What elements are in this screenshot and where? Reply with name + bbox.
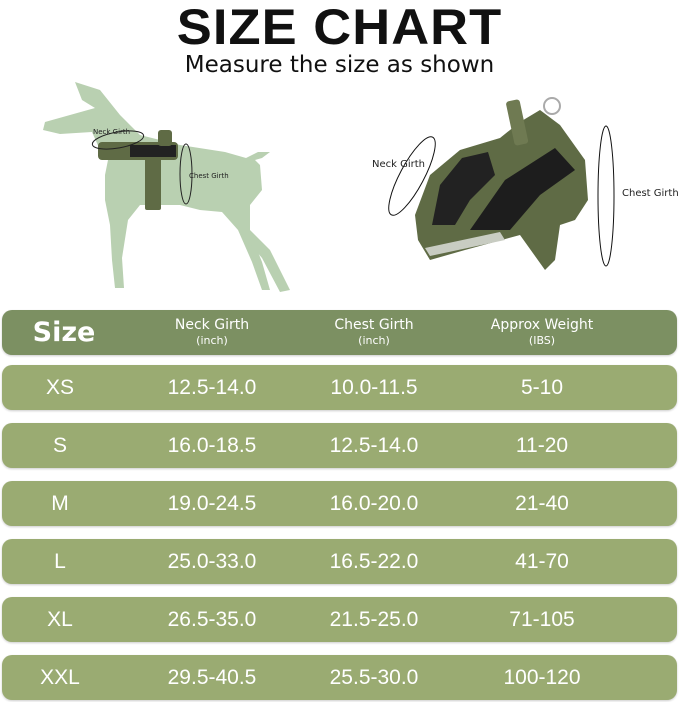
cell-size: S <box>52 433 68 457</box>
cell-size: XS <box>45 375 75 399</box>
size-row-xs: XS 12.5-14.0 10.0-11.5 5-10 <box>2 365 677 410</box>
dog-silhouette <box>43 82 290 292</box>
header-unit: (inch) <box>358 333 390 347</box>
page-title: SIZE CHART <box>176 0 503 55</box>
cell-approx-weight: 21-40 <box>515 491 569 515</box>
size-table-header: Size Neck Girth (inch) Chest Girth (inch) … <box>2 310 677 355</box>
header-unit: (inch) <box>196 333 228 347</box>
cell-size: L <box>54 549 66 573</box>
cell-size: XXL <box>40 665 80 689</box>
size-row-m: M 19.0-24.5 16.0-20.0 21-40 <box>2 481 677 526</box>
size-row-xxl: XXL 29.5-40.5 25.5-30.0 100-120 <box>2 655 677 700</box>
size-row-l: L 25.0-33.0 16.5-22.0 41-70 <box>2 539 677 584</box>
harness-product <box>415 97 588 270</box>
cell-size: M <box>51 491 69 515</box>
cell-neck-girth: 25.0-33.0 <box>167 549 257 573</box>
cell-chest-girth: 16.5-22.0 <box>329 549 419 573</box>
cell-neck-girth: 29.5-40.5 <box>167 665 257 689</box>
size-row-s: S 16.0-18.5 12.5-14.0 11-20 <box>2 423 677 468</box>
header-chest-girth: Chest Girth (inch) <box>334 310 413 355</box>
cell-approx-weight: 100-120 <box>503 665 581 689</box>
harness-chest-girth-label: Chest Girth <box>622 188 679 199</box>
dog-harness <box>98 130 178 210</box>
cell-neck-girth: 16.0-18.5 <box>167 433 257 457</box>
cell-size: XL <box>47 607 73 631</box>
cell-neck-girth: 12.5-14.0 <box>167 375 257 399</box>
header-label: Chest Girth <box>334 316 414 333</box>
header-label: Neck Girth <box>174 316 250 333</box>
page-subtitle: Measure the size as shown <box>184 52 495 78</box>
dog-neck-girth-label: Neck Girth <box>93 128 130 136</box>
header-approx-weight: Approx Weight (IBS) <box>491 310 593 355</box>
cell-chest-girth: 25.5-30.0 <box>329 665 419 689</box>
dog-chest-girth-label: Chest Girth <box>189 172 229 180</box>
cell-chest-girth: 16.0-20.0 <box>329 491 419 515</box>
cell-chest-girth: 21.5-25.0 <box>329 607 419 631</box>
cell-neck-girth: 26.5-35.0 <box>167 607 257 631</box>
header-size: Size <box>32 317 96 348</box>
harness-neck-girth-label: Neck Girth <box>372 159 425 170</box>
header-unit: (IBS) <box>528 333 556 347</box>
cell-approx-weight: 71-105 <box>509 607 575 631</box>
header-label: Approx Weight <box>490 316 594 333</box>
cell-neck-girth: 19.0-24.5 <box>167 491 257 515</box>
measurement-illustration: Neck Girth Chest Girth Neck Girth Chest … <box>43 82 679 292</box>
cell-approx-weight: 41-70 <box>515 549 569 573</box>
cell-chest-girth: 10.0-11.5 <box>330 375 418 399</box>
cell-approx-weight: 11-20 <box>515 433 569 457</box>
header-neck-girth: Neck Girth (inch) <box>175 310 249 355</box>
cell-chest-girth: 12.5-14.0 <box>329 433 419 457</box>
cell-approx-weight: 5-10 <box>520 375 564 399</box>
size-row-xl: XL 26.5-35.0 21.5-25.0 71-105 <box>2 597 677 642</box>
